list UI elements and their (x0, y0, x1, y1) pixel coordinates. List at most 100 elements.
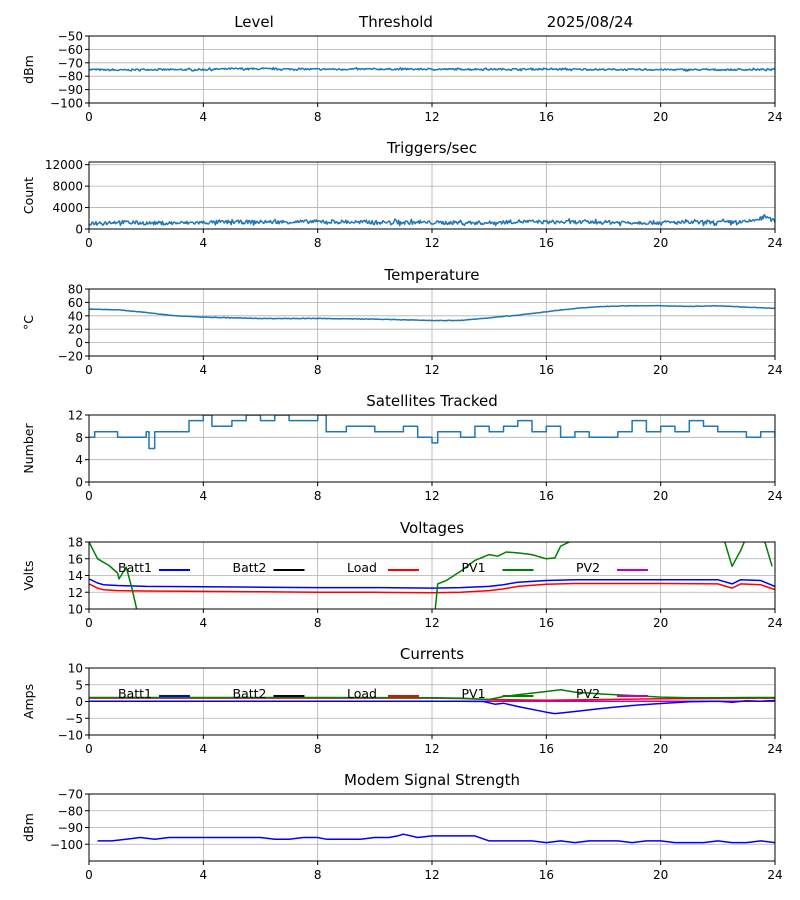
temperature-xtick-label: 4 (200, 363, 208, 377)
level-ytick-label: −60 (58, 43, 83, 57)
temperature-ytick-label: 20 (68, 323, 83, 337)
triggers-ytick-label: 0 (75, 223, 83, 237)
modem-ytick-label: −100 (50, 838, 83, 852)
triggers-xtick-label: 16 (539, 236, 554, 250)
satellites-title: Satellites Tracked (366, 392, 497, 410)
level-ytick-label: −50 (58, 30, 83, 44)
level-xtick-label: 24 (767, 110, 782, 124)
triggers-xtick-label: 24 (767, 236, 782, 250)
level-ytick-label: −100 (50, 97, 83, 111)
level-series-0 (89, 66, 775, 72)
modem-ytick-label: −70 (58, 788, 83, 802)
currents-ylabel: Amps (21, 684, 36, 719)
level-ylabel: dBm (21, 55, 36, 84)
temperature-ylabel: °C (21, 315, 36, 330)
triggers-ytick-label: 8000 (52, 180, 83, 194)
triggers-xtick-label: 20 (653, 236, 668, 250)
level-xtick-label: 12 (424, 110, 439, 124)
temperature-series-0 (89, 304, 775, 322)
modem-series-0 (97, 833, 775, 844)
currents-ytick-label: 0 (75, 695, 83, 709)
satellites-xtick-label: 4 (200, 489, 208, 503)
voltages-series-pv1-0 (89, 542, 138, 609)
voltages-legend-batt2: Batt2 (233, 560, 267, 575)
voltages-legend-batt1: Batt1 (118, 560, 152, 575)
voltages-xtick-label: 12 (424, 616, 439, 630)
currents-xtick-label: 16 (539, 742, 554, 756)
triggers-title: Triggers/sec (386, 139, 477, 157)
satellites-xtick-label: 16 (539, 489, 554, 503)
satellites-series-0 (89, 415, 775, 450)
voltages-xtick-label: 8 (314, 616, 322, 630)
temperature-xtick-label: 24 (767, 363, 782, 377)
modem-xtick-label: 24 (767, 868, 782, 882)
satellites-xtick-label: 8 (314, 489, 322, 503)
currents-series-batt1 (89, 699, 775, 715)
modem-xtick-label: 16 (539, 868, 554, 882)
voltages-title: Voltages (400, 519, 464, 537)
voltages-series-pv1-2 (723, 542, 746, 568)
satellites-ytick-label: 8 (75, 431, 83, 445)
triggers-xtick-label: 0 (85, 236, 93, 250)
currents-xtick-label: 20 (653, 742, 668, 756)
voltages-legend-load: Load (347, 560, 377, 575)
voltages-ylabel: Volts (21, 560, 36, 590)
currents-ytick-label: −10 (58, 729, 83, 743)
voltages-legend-pv2: PV2 (576, 560, 600, 575)
level-xtick-label: 8 (314, 110, 322, 124)
voltages-xtick-label: 24 (767, 616, 782, 630)
temperature-xtick-label: 8 (314, 363, 322, 377)
level-ytick-label: −70 (58, 56, 83, 70)
currents-xtick-label: 4 (200, 742, 208, 756)
temperature-xtick-label: 12 (424, 363, 439, 377)
level-ytick-label: −90 (58, 83, 83, 97)
satellites-ytick-label: 12 (68, 409, 83, 423)
currents-legend-pv2: PV2 (576, 686, 600, 701)
triggers-xtick-label: 12 (424, 236, 439, 250)
currents-ytick-label: −5 (65, 712, 83, 726)
satellites-xtick-label: 20 (653, 489, 668, 503)
modem-ytick-label: −80 (58, 804, 83, 818)
currents-xtick-label: 24 (767, 742, 782, 756)
level-xtick-label: 20 (653, 110, 668, 124)
voltages-legend-pv1: PV1 (462, 560, 486, 575)
temperature-ytick-label: 80 (68, 283, 83, 297)
currents-ytick-label: 10 (68, 662, 83, 676)
triggers-xtick-label: 4 (200, 236, 208, 250)
currents-ytick-label: 5 (75, 678, 83, 692)
voltages-series-batt1 (89, 578, 775, 589)
currents-xtick-label: 8 (314, 742, 322, 756)
temperature-ytick-label: 60 (68, 296, 83, 310)
satellites-ytick-label: 0 (75, 476, 83, 490)
temperature-ytick-label: 40 (68, 309, 83, 323)
satellites-ylabel: Number (21, 423, 36, 474)
voltages-ytick-label: 18 (68, 536, 83, 550)
triggers-series-0 (89, 213, 775, 227)
satellites-xtick-label: 24 (767, 489, 782, 503)
modem-ylabel: dBm (21, 813, 36, 842)
triggers-ytick-label: 12000 (45, 158, 83, 172)
currents-legend-pv1: PV1 (462, 686, 486, 701)
voltages-ytick-label: 14 (68, 569, 83, 583)
modem-xtick-label: 0 (85, 868, 93, 882)
voltages-xtick-label: 4 (200, 616, 208, 630)
voltages-series-load (89, 582, 775, 594)
voltages-ytick-label: 16 (68, 552, 83, 566)
header-date: 2025/08/24 (547, 13, 633, 31)
currents-title: Currents (400, 645, 464, 663)
currents-series-pv1 (89, 689, 775, 701)
voltages-series-pv1-3 (764, 542, 773, 567)
temperature-xtick-label: 20 (653, 363, 668, 377)
triggers-ylabel: Count (21, 177, 36, 214)
currents-xtick-label: 0 (85, 742, 93, 756)
satellites-ytick-label: 4 (75, 453, 83, 467)
voltages-ytick-label: 12 (68, 586, 83, 600)
modem-xtick-label: 12 (424, 868, 439, 882)
modem-xtick-label: 4 (200, 868, 208, 882)
voltages-xtick-label: 20 (653, 616, 668, 630)
level-xtick-label: 4 (200, 110, 208, 124)
currents-legend-batt1: Batt1 (118, 686, 152, 701)
temperature-ytick-label: −20 (58, 350, 83, 364)
level-xtick-label: 0 (85, 110, 93, 124)
